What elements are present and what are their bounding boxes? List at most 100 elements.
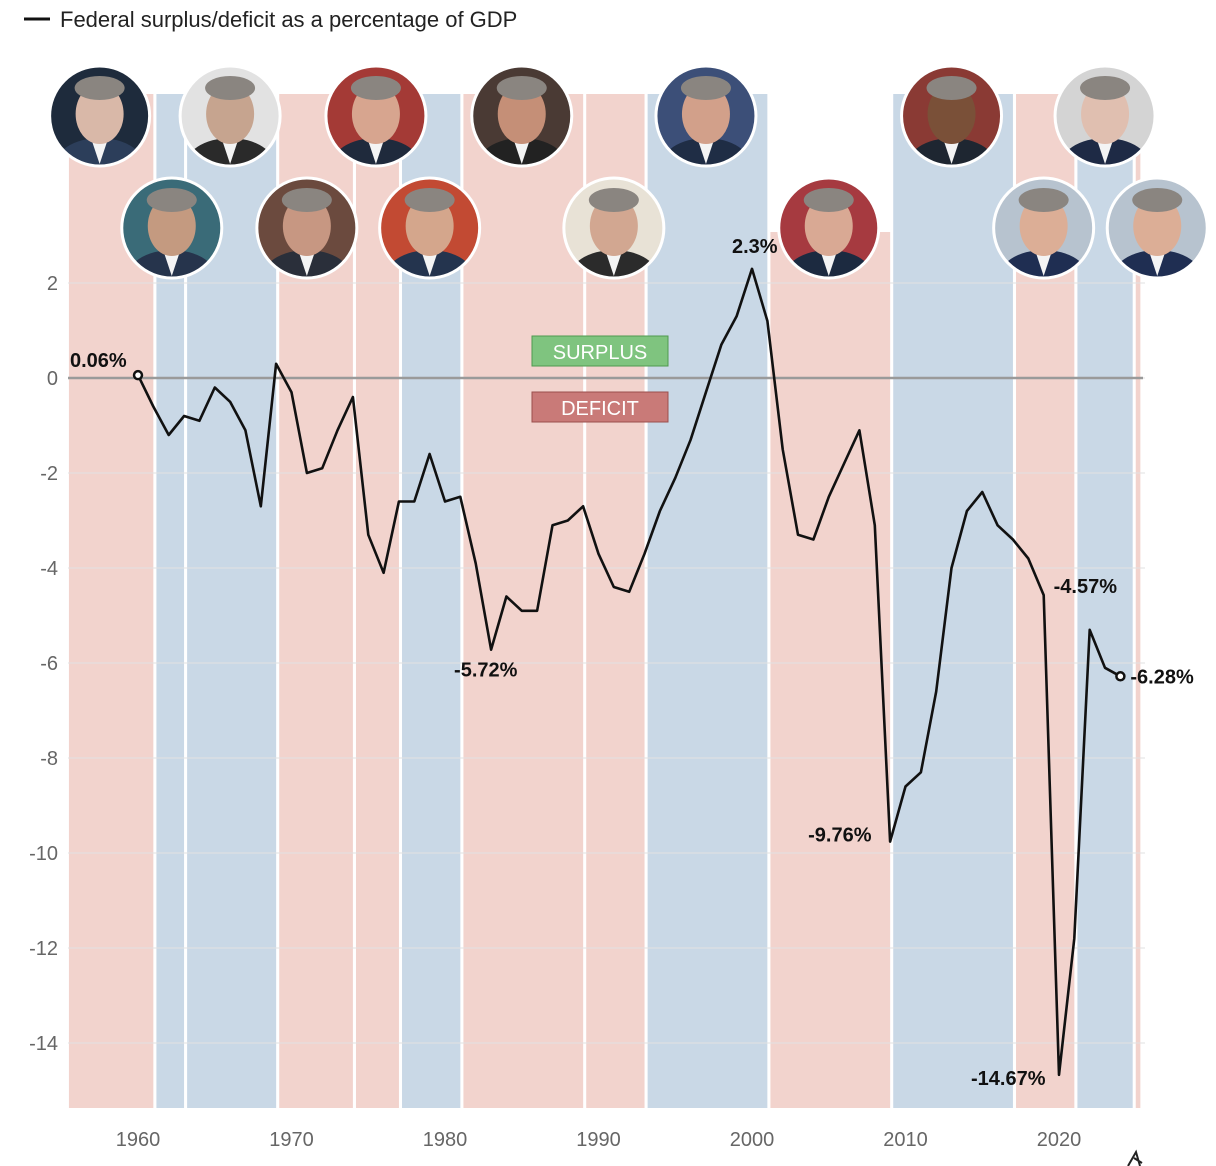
portrait-image <box>121 178 222 278</box>
start-marker <box>132 369 144 381</box>
portrait-ring <box>470 64 574 168</box>
data-label: 2.3% <box>732 236 778 258</box>
portrait-collar <box>367 140 384 164</box>
y-tick-label: 0 <box>47 368 58 390</box>
portrait-image <box>180 66 281 166</box>
portrait-collar <box>1149 252 1166 276</box>
y-tick-label: -10 <box>29 843 58 865</box>
portrait-ring <box>120 176 224 280</box>
portrait-face <box>1081 84 1130 144</box>
y-tick-label: 2 <box>47 273 58 295</box>
portrait-ring <box>378 176 482 280</box>
portrait-ring <box>255 176 359 280</box>
portrait-suit <box>782 250 875 278</box>
term-band-republican <box>770 232 891 1108</box>
portrait-hair <box>205 76 256 100</box>
portrait-collar <box>1035 252 1052 276</box>
term-band-republican <box>1135 94 1141 1108</box>
portrait-ring <box>324 64 428 168</box>
portrait-collar <box>421 252 438 276</box>
portrait-eisenhower <box>48 64 152 168</box>
data-label: -6.28% <box>1130 666 1194 688</box>
portrait-image <box>993 178 1094 278</box>
x-axis: 1960 1970 1980 1990 2000 2010 2020 <box>116 1129 1082 1151</box>
portrait-image <box>325 66 426 166</box>
legend-label: Federal surplus/deficit as a percentage … <box>60 7 517 32</box>
portrait-face <box>351 84 400 144</box>
portrait-trump-1 <box>992 176 1096 280</box>
series-layer <box>132 267 1126 1077</box>
portrait-image <box>563 178 664 278</box>
portrait-bush-jr <box>777 176 881 280</box>
end-marker <box>1115 671 1126 682</box>
term-band-democrat <box>893 94 1013 1108</box>
y-tick-label: -8 <box>40 748 58 770</box>
portrait-hair <box>588 188 639 212</box>
portrait-reagan <box>470 64 574 168</box>
x-tick-label: 1980 <box>423 1129 468 1151</box>
portrait-suit <box>1111 250 1204 278</box>
portrait-ring <box>777 176 881 280</box>
y-tick-label: -2 <box>40 463 58 485</box>
x-tick-label: 1970 <box>269 1129 314 1151</box>
portrait-ring <box>48 64 152 168</box>
portrait-suit <box>383 250 476 278</box>
term-band-democrat <box>647 94 768 1108</box>
portrait-collar <box>513 140 530 164</box>
portrait-trump-2 <box>1105 176 1209 280</box>
portrait-face <box>75 84 124 144</box>
portrait-collar <box>943 140 960 164</box>
portrait-image <box>901 66 1002 166</box>
annotations: 0.06% -5.72% 2.3% -9.76% -4.57% -14.67% -6.28% <box>70 236 1194 1090</box>
portrait-image <box>256 178 357 278</box>
portrait-face <box>206 84 255 144</box>
portrait-collar <box>163 252 180 276</box>
deficit-label-box <box>531 391 669 423</box>
portrait-face <box>147 196 196 256</box>
surplus-deficit-labels: SURPLUS DEFICIT <box>531 335 669 423</box>
portrait-image <box>1055 66 1156 166</box>
portrait-collar <box>605 252 622 276</box>
portrait-hair <box>680 76 731 100</box>
x-tick-label: 1960 <box>116 1129 161 1151</box>
portrait-hair <box>404 188 455 212</box>
portrait-ring <box>992 176 1096 280</box>
portrait-suit <box>329 138 422 166</box>
portrait-collar <box>298 252 315 276</box>
portrait-collar <box>820 252 837 276</box>
y-axis: 2 0 -2 -4 -6 -8 -10 -12 -14 <box>29 273 58 1055</box>
portrait-image <box>778 178 879 278</box>
legend: Federal surplus/deficit as a percentage … <box>24 7 517 32</box>
deficit-label: DEFICIT <box>561 398 639 420</box>
president-portraits <box>48 64 1209 280</box>
portrait-suit <box>659 138 752 166</box>
portrait-bush-sr <box>562 176 666 280</box>
portrait-nixon <box>255 176 359 280</box>
portrait-suit <box>567 250 660 278</box>
portrait-suit <box>260 250 353 278</box>
portrait-image <box>379 178 480 278</box>
surplus-label: SURPLUS <box>553 342 647 364</box>
y-tick-label: -12 <box>29 938 58 960</box>
portrait-suit <box>184 138 277 166</box>
portrait-image <box>655 66 756 166</box>
portrait-ring <box>900 64 1004 168</box>
portrait-ring <box>1105 176 1209 280</box>
portrait-face <box>927 84 976 144</box>
portrait-hair <box>1018 188 1069 212</box>
portrait-hair <box>803 188 854 212</box>
portrait-face <box>804 196 853 256</box>
y-tick-label: -14 <box>29 1033 58 1055</box>
data-label: 0.06% <box>70 350 127 372</box>
portrait-image <box>471 66 572 166</box>
deficit-line <box>136 267 1122 1077</box>
portrait-suit <box>475 138 568 166</box>
data-label: -14.67% <box>971 1068 1046 1090</box>
portrait-hair <box>74 76 125 100</box>
portrait-face <box>589 196 638 256</box>
portrait-suit <box>53 138 146 166</box>
y-tick-label: -4 <box>40 558 58 580</box>
portrait-face <box>681 84 730 144</box>
portrait-collar <box>222 140 239 164</box>
portrait-collar <box>697 140 714 164</box>
